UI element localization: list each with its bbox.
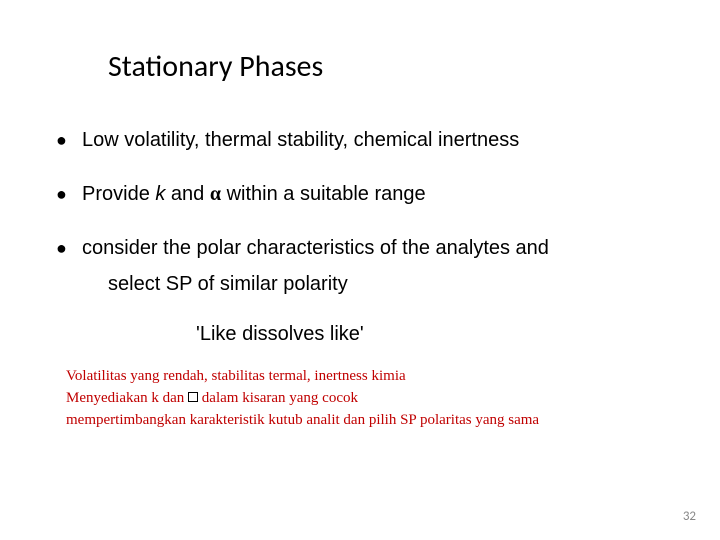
bullet-2-pre: Provide	[82, 183, 155, 205]
translation-line-3: mempertimbangkan karakteristik kutub ana…	[66, 410, 664, 431]
bullet-2: Provide k and α within a suitable range	[56, 179, 664, 209]
translation-line-1: Volatilitas yang rendah, stabilitas term…	[66, 366, 664, 387]
slide-container: Stationary Phases Low volatility, therma…	[0, 0, 720, 540]
bullet-2-post: within a suitable range	[221, 183, 426, 205]
page-number: 32	[683, 509, 696, 524]
slide-title: Stationary Phases	[108, 48, 664, 85]
bullet-2-mid: and	[165, 183, 209, 205]
translation-block: Volatilitas yang rendah, stabilitas term…	[66, 366, 664, 431]
quote-text: 'Like dissolves like'	[196, 323, 664, 346]
translation-l2-pre: Menyediakan k dan	[66, 390, 188, 406]
translation-line-2: Menyediakan k dan dalam kisaran yang coc…	[66, 388, 664, 409]
bullet-2-alpha: α	[210, 183, 221, 205]
bullet-3: consider the polar characteristics of th…	[56, 233, 664, 299]
translation-l2-post: dalam kisaran yang cocok	[198, 390, 358, 406]
missing-glyph-box	[188, 392, 198, 402]
bullet-2-k: k	[155, 183, 165, 205]
bullet-list: Low volatility, thermal stability, chemi…	[56, 125, 664, 299]
bullet-3-text: consider the polar characteristics of th…	[82, 237, 549, 259]
bullet-1: Low volatility, thermal stability, chemi…	[56, 125, 664, 155]
bullet-3-sub: select SP of similar polarity	[108, 269, 664, 299]
